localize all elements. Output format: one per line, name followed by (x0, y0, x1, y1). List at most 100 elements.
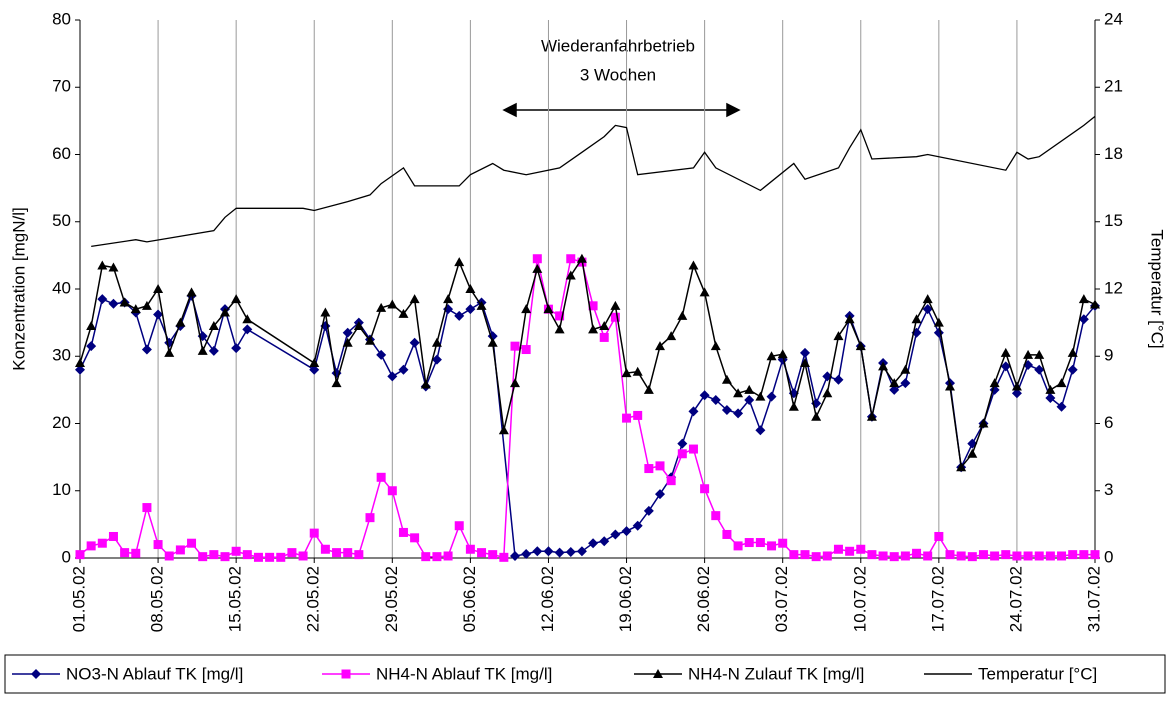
marker (945, 381, 955, 391)
marker (521, 345, 531, 355)
marker (867, 550, 877, 560)
y-tick-label: 0 (62, 547, 71, 566)
marker (454, 257, 465, 267)
marker (220, 307, 230, 317)
marker (142, 503, 152, 513)
marker (1034, 349, 1045, 359)
marker (376, 349, 387, 360)
marker (1056, 378, 1067, 388)
marker (153, 540, 163, 550)
marker (186, 287, 197, 297)
marker (130, 304, 141, 314)
marker (331, 378, 342, 388)
marker (755, 538, 765, 548)
marker (700, 484, 710, 494)
marker (911, 314, 922, 324)
marker (431, 337, 442, 347)
marker (1023, 551, 1033, 561)
marker (688, 444, 698, 454)
marker (1045, 384, 1056, 394)
y-tick-label: 80 (52, 9, 71, 28)
marker (1034, 364, 1045, 375)
x-tick-label: 05.06.02 (460, 566, 479, 632)
marker (588, 538, 599, 549)
marker (265, 552, 275, 562)
marker (855, 341, 866, 351)
marker (543, 546, 554, 557)
marker (1067, 347, 1078, 357)
marker (108, 262, 119, 272)
marker (476, 300, 487, 310)
annotation: Wiederanfahrbetrieb (541, 36, 695, 55)
marker (521, 304, 532, 314)
marker (543, 304, 554, 314)
y-tick-label: 20 (52, 413, 71, 432)
marker (532, 546, 543, 557)
marker (208, 320, 219, 330)
marker (1067, 364, 1078, 375)
y-tick-label: 30 (52, 346, 71, 365)
marker (622, 413, 632, 423)
marker (767, 541, 777, 551)
marker (1056, 401, 1067, 412)
marker (198, 552, 208, 562)
legend-item: NH4-N Zulauf TK [mg/l] (634, 664, 864, 683)
marker (97, 538, 107, 548)
marker (621, 526, 632, 537)
marker (208, 345, 219, 356)
marker (387, 486, 397, 496)
marker (108, 298, 119, 309)
y2-tick-label: 12 (1104, 278, 1123, 297)
marker (744, 538, 754, 548)
marker (621, 368, 632, 378)
marker (499, 552, 509, 562)
marker (900, 551, 910, 561)
marker (341, 669, 351, 679)
marker (778, 538, 788, 548)
marker (655, 341, 665, 351)
marker (688, 260, 699, 270)
x-tick-label: 24.07.02 (1006, 566, 1025, 632)
marker (1090, 299, 1100, 309)
marker (365, 335, 375, 345)
marker (287, 548, 297, 558)
marker (376, 302, 387, 312)
y2-tick-label: 9 (1104, 346, 1113, 365)
marker (588, 324, 599, 334)
marker (633, 410, 643, 420)
marker (119, 297, 130, 307)
marker (409, 294, 420, 304)
x-tick-label: 15.05.02 (226, 566, 245, 632)
marker (454, 310, 465, 321)
marker (409, 337, 420, 348)
legend-box (4, 654, 1166, 694)
series-line (79, 256, 1096, 469)
marker (454, 521, 464, 531)
marker (565, 270, 576, 280)
marker (710, 341, 721, 351)
marker (387, 371, 398, 382)
y2-tick-label: 0 (1104, 547, 1113, 566)
marker (231, 546, 241, 556)
marker (276, 552, 286, 562)
marker (632, 520, 643, 531)
marker (889, 552, 899, 562)
series-line (79, 293, 1096, 557)
marker (477, 548, 487, 558)
marker (398, 308, 409, 318)
marker (443, 294, 454, 304)
marker (789, 550, 799, 560)
marker (900, 364, 911, 374)
marker (934, 531, 944, 541)
marker (833, 331, 844, 341)
marker (666, 331, 677, 341)
marker (989, 378, 1000, 388)
marker (711, 511, 721, 521)
marker (554, 324, 565, 334)
marker (889, 384, 900, 395)
marker (866, 411, 877, 421)
marker (242, 550, 252, 560)
marker (777, 349, 788, 359)
marker (120, 548, 130, 558)
